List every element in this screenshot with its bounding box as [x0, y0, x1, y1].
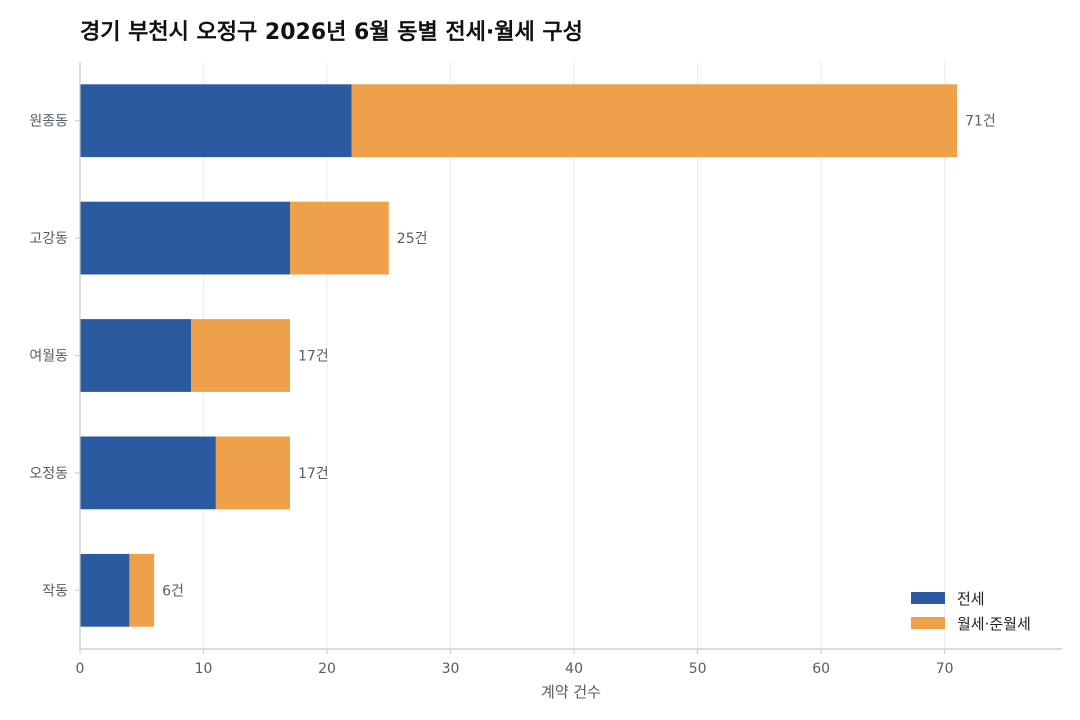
- total-data-label: 25건: [397, 231, 428, 247]
- bar-jeonse-segment: [80, 319, 192, 392]
- y-tick-label: 오정동: [29, 466, 68, 482]
- x-tick-label: 60: [812, 661, 830, 677]
- x-tick-label: 30: [442, 661, 460, 677]
- x-tick-label: 20: [318, 661, 336, 677]
- x-tick-label: 10: [195, 661, 213, 677]
- x-axis-title: 계약 건수: [541, 683, 601, 701]
- grid-lines: [203, 62, 946, 649]
- chart-title: 경기 부천시 오정구 2026년 6월 동별 전세·월세 구성: [80, 20, 583, 45]
- bar-wolse-segment: [351, 84, 958, 158]
- y-tick-label: 원종동: [29, 114, 68, 130]
- bar-wolse-segment: [215, 436, 290, 510]
- x-tick-label: 40: [565, 661, 583, 677]
- y-tick-label: 작동: [42, 583, 68, 599]
- total-data-label: 6건: [162, 583, 184, 599]
- legend-swatch: [911, 592, 945, 604]
- bar-wolse-segment: [191, 319, 290, 392]
- total-data-label: 17건: [298, 466, 329, 482]
- total-data-label: 71건: [965, 114, 996, 130]
- total-data-label: 17건: [298, 349, 329, 365]
- bar-jeonse-segment: [80, 84, 352, 158]
- x-tick-label: 0: [76, 661, 85, 677]
- bar-wolse-segment: [289, 201, 389, 275]
- bar-jeonse-segment: [80, 436, 216, 510]
- bar-jeonse-segment: [80, 553, 130, 627]
- bar-wolse-segment: [129, 553, 155, 627]
- legend-swatch: [911, 617, 945, 629]
- bar-jeonse-segment: [80, 201, 290, 275]
- x-tick-label: 50: [689, 661, 707, 677]
- y-tick-label: 고강동: [29, 231, 68, 247]
- legend-label: 월세·준월세: [957, 615, 1031, 633]
- bars: [80, 84, 958, 627]
- legend-label: 전세: [957, 590, 985, 608]
- x-tick-label: 70: [936, 661, 954, 677]
- y-tick-label: 여월동: [29, 349, 68, 365]
